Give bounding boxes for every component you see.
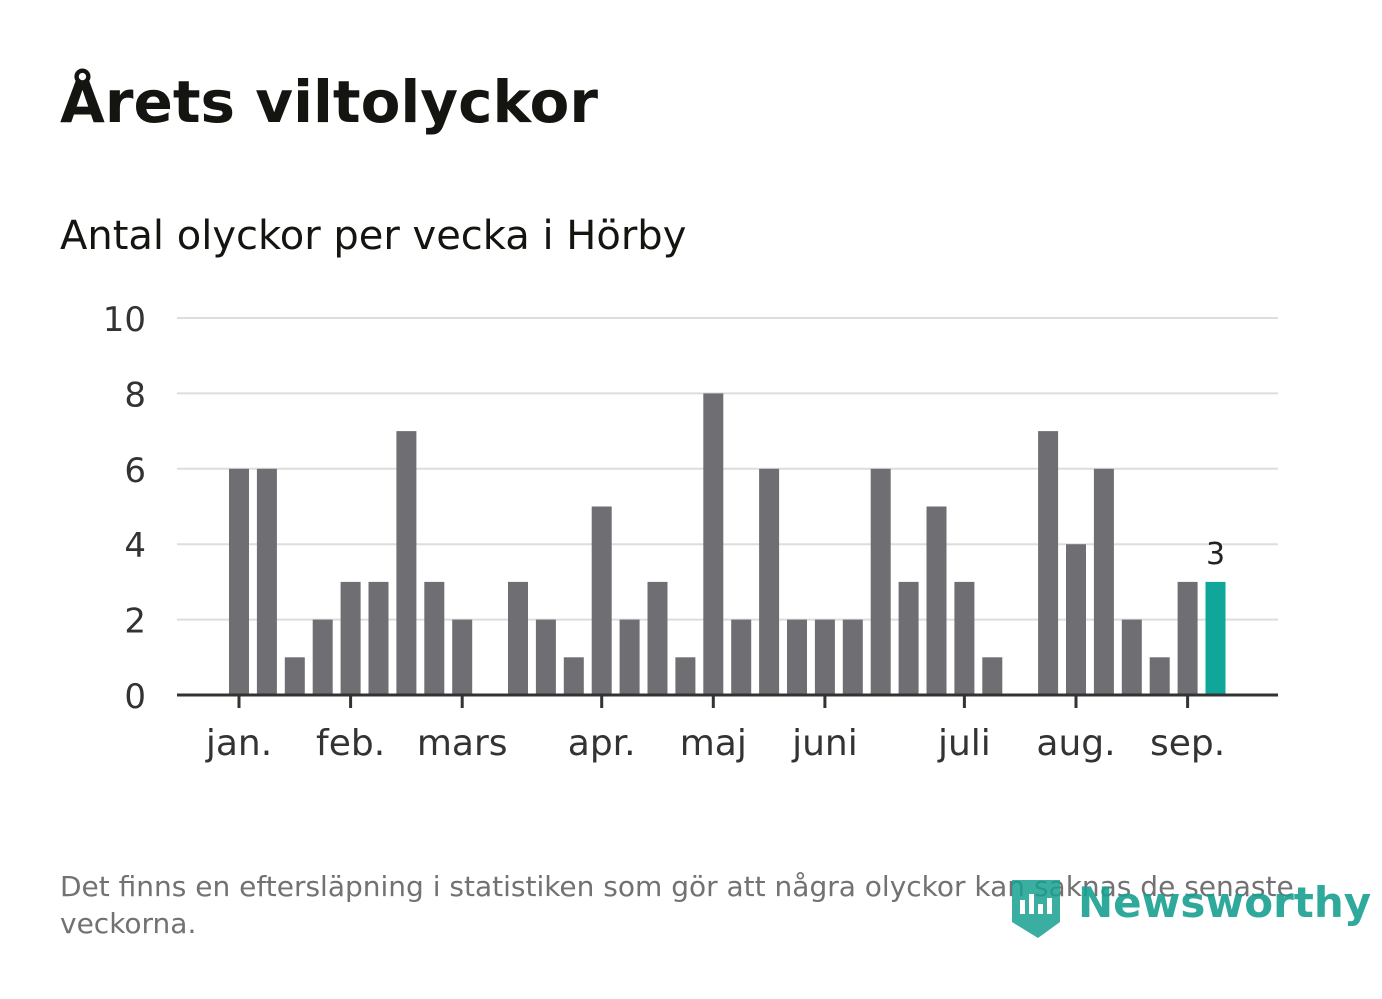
bar [229,468,249,695]
bar [787,619,807,695]
data-labels: 3 [1206,537,1225,572]
newsworthy-logo-text: Newsworthy [1078,878,1372,927]
bars [229,393,1226,695]
chart-title: Årets viltolyckor [60,68,598,136]
x-tick-label: jan. [205,723,272,764]
y-tick-label: 4 [124,526,146,566]
newsworthy-logo: Newsworthy [1008,874,1371,944]
y-tick-label: 2 [124,602,146,642]
x-tick-label: sep. [1150,723,1225,764]
bar [898,581,919,695]
x-tick-label: maj [680,723,747,764]
x-tick-label: juli [937,723,991,764]
bar [814,619,835,695]
bar [1149,657,1170,695]
bar-highlight [1205,581,1226,695]
bar [647,581,668,695]
bar [954,581,975,695]
bar [340,581,361,695]
bar [1093,468,1114,695]
x-tick-label: feb. [316,723,385,764]
bar [284,657,305,695]
chart-subtitle: Antal olyckor per vecka i Hörby [60,213,687,259]
data-label-last: 3 [1206,537,1225,572]
bar [731,619,752,695]
bar [312,619,333,695]
footnote: Det finns en eftersläpning i statistiken… [60,870,1294,940]
bar [535,619,556,695]
bar [1177,581,1198,695]
bar [675,657,696,695]
bar [982,657,1003,695]
bar [759,468,780,695]
x-tick-label: apr. [568,723,636,764]
bar [424,581,445,695]
x-tick-label: aug. [1036,723,1115,764]
bar [452,619,473,695]
bar [563,657,584,695]
bar [396,431,417,695]
bar [256,468,277,695]
y-tick-label: 8 [124,375,146,415]
bar-chart: 0 2 4 6 8 10 jan. feb. mars apr. maj juni juli aug. s… [103,300,1278,764]
bar [1066,544,1086,695]
x-tick-label: mars [417,723,508,764]
y-tick-label: 6 [124,451,146,491]
bar [1038,431,1059,695]
x-tick-label: juni [791,723,858,764]
y-tick-label: 0 [124,677,146,717]
bar [591,506,612,695]
bar [1121,619,1142,695]
bar [842,619,863,695]
bar [870,468,891,695]
bar [926,506,947,695]
bar [703,393,724,695]
bar [508,581,528,695]
y-tick-label: 10 [103,300,146,340]
y-axis-ticks: 0 2 4 6 8 10 [103,300,146,717]
bar [619,619,640,695]
newsworthy-logo-icon [1012,880,1060,938]
x-axis-ticks: jan. feb. mars apr. maj juni juli aug. sep. [205,695,1225,764]
bar [368,581,389,695]
